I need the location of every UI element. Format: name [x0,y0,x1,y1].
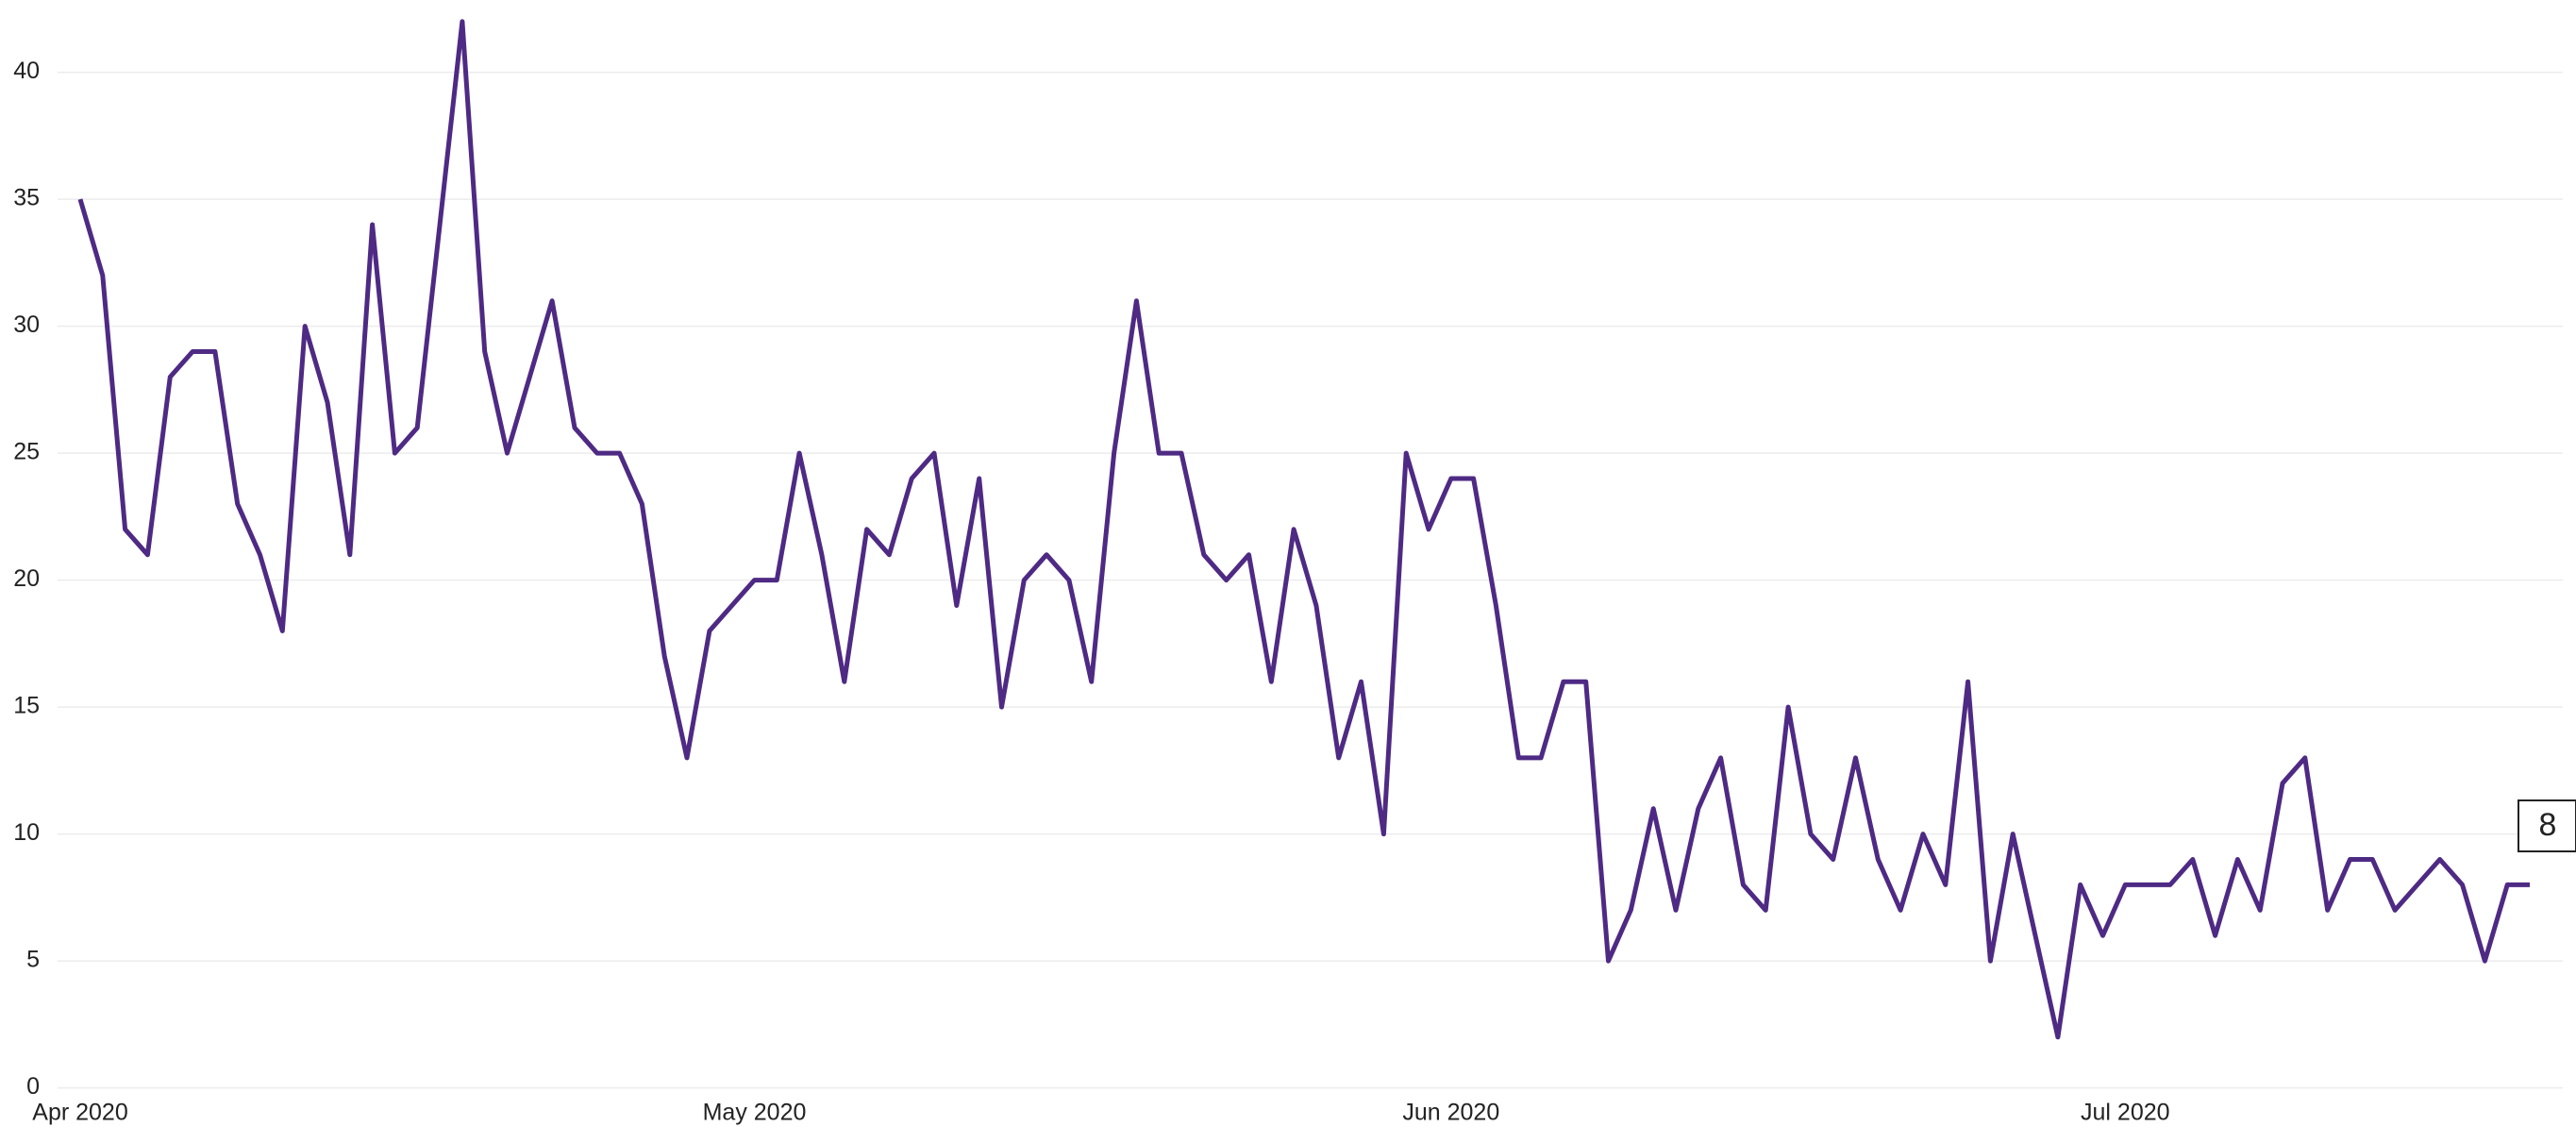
data-line [77,19,2530,1040]
y-tick-label: 35 [13,185,40,211]
y-tick-label: 0 [26,1073,40,1100]
y-tick-label: 5 [26,947,40,973]
x-tick-label: Apr 2020 [32,1100,127,1126]
y-tick-label: 10 [13,819,40,846]
y-tick-label: 30 [13,311,40,338]
end-value-label: 8 [2539,807,2557,843]
x-tick-label: May 2020 [703,1100,807,1126]
x-tick-label: Jun 2020 [1402,1100,1499,1126]
end-label-box [2517,799,2576,852]
x-tick-label: Jul 2020 [2081,1100,2170,1126]
y-tick-label: 15 [13,693,40,719]
y-tick-label: 40 [13,58,40,84]
y-tick-label: 20 [13,565,40,592]
y-tick-label: 25 [13,439,40,465]
